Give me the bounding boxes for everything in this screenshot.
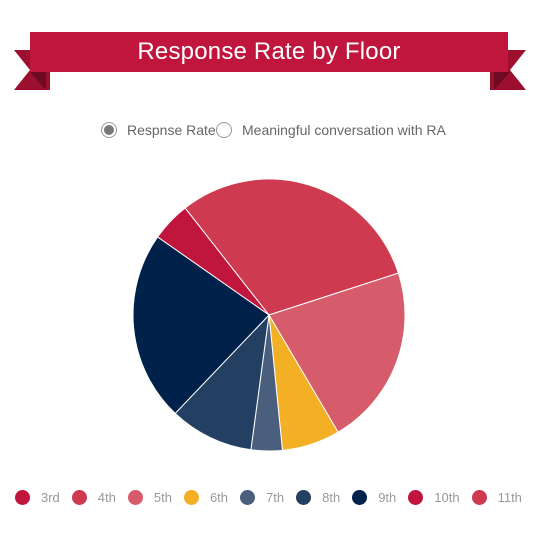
legend-dot-icon: [240, 490, 256, 505]
title-ribbon: Response Rate by Floor: [14, 32, 526, 92]
pie-slice-4th[interactable]: [184, 178, 400, 316]
legend-item-4th[interactable]: 4th: [71, 490, 116, 505]
legend-label: 7th: [266, 490, 285, 505]
toggle-response-rate[interactable]: Respnse Rate: [101, 122, 216, 138]
pie-slice-5th[interactable]: [268, 272, 406, 433]
legend-item-3rd[interactable]: 3rd: [15, 490, 60, 505]
legend-item-9th[interactable]: 9th: [352, 490, 396, 505]
legend-item-6th[interactable]: 6th: [183, 490, 229, 505]
legend-dot-icon: [71, 490, 87, 505]
pie-slice-8th[interactable]: [174, 313, 270, 451]
legend-label: 8th: [322, 490, 341, 505]
radio-selected-icon[interactable]: [101, 122, 117, 138]
toggle-meaningful-conversation-label: Meaningful conversation with RA: [242, 122, 446, 138]
legend-label: 6th: [209, 490, 229, 505]
legend-item-5th[interactable]: 5th: [127, 490, 172, 505]
legend-label: 9th: [378, 490, 397, 505]
ribbon-right-fold: [494, 72, 510, 90]
legend-label: 4th: [97, 490, 116, 505]
legend-item-11th[interactable]: 11th: [471, 490, 522, 505]
legend-dot-icon: [352, 490, 368, 505]
legend-label: 5th: [153, 490, 172, 505]
toggle-meaningful-conversation[interactable]: Meaningful conversation with RA: [216, 122, 446, 138]
radio-unselected-icon[interactable]: [216, 122, 232, 138]
pie-slice-9th[interactable]: [132, 236, 270, 415]
legend-dot-icon: [15, 490, 30, 505]
legend-item-10th[interactable]: 10th: [408, 490, 460, 505]
legend-label: 10th: [434, 490, 460, 505]
chart-title: Response Rate by Floor: [30, 32, 508, 72]
legend-item-8th[interactable]: 8th: [296, 490, 340, 505]
ribbon-left-fold: [30, 72, 46, 90]
legend-label: 3rd: [41, 490, 60, 505]
chart-legend: 3rd 4th 5th 6th 7th 8th 9th 10th 11th: [15, 490, 534, 505]
legend-dot-icon: [127, 490, 143, 505]
toggle-response-rate-label: Respnse Rate: [127, 122, 216, 138]
legend-dot-icon: [296, 490, 312, 505]
legend-dot-icon: [408, 490, 424, 505]
legend-dot-icon: [471, 490, 487, 505]
legend-label: 11th: [497, 490, 522, 505]
legend-dot-icon: [183, 490, 199, 505]
legend-item-7th[interactable]: 7th: [240, 490, 284, 505]
